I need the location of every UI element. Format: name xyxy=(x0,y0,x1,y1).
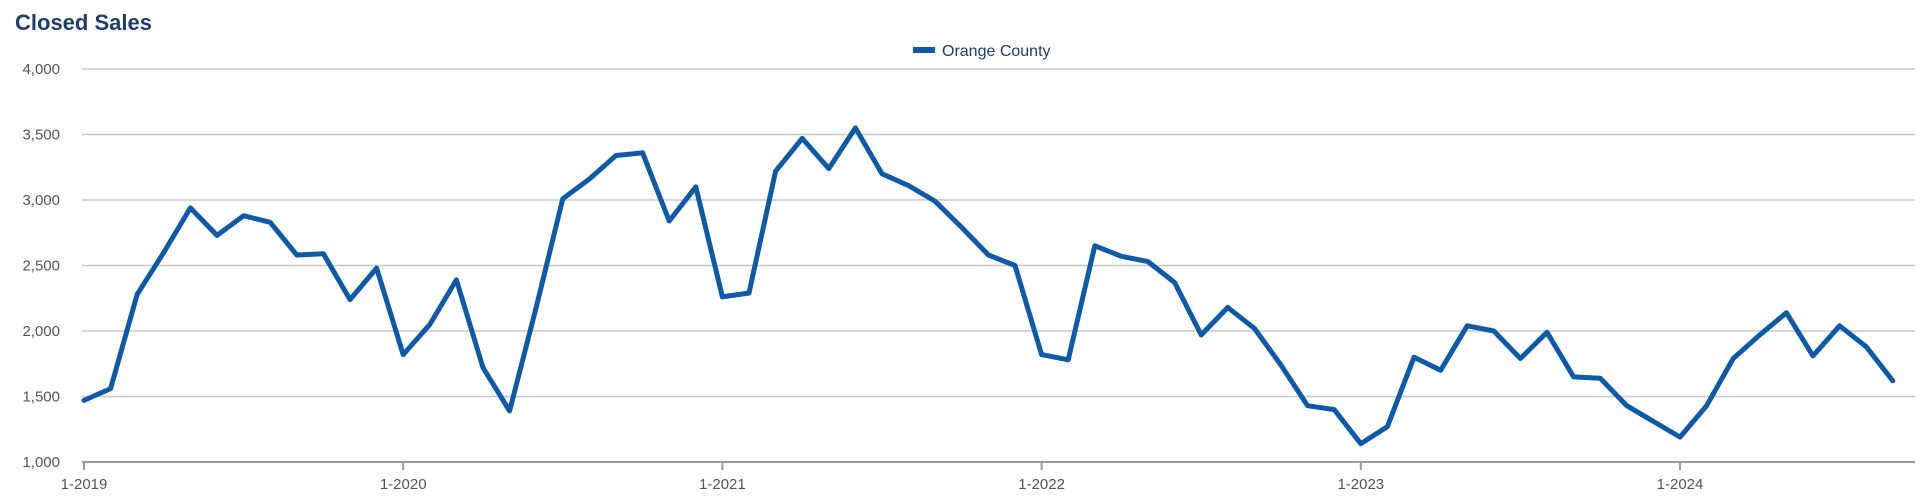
data-point[interactable] xyxy=(1381,421,1393,433)
chart-legend[interactable]: Orange County xyxy=(913,43,1051,60)
data-point[interactable] xyxy=(158,246,170,258)
data-point[interactable] xyxy=(184,202,196,214)
data-point[interactable] xyxy=(1514,353,1526,365)
data-point[interactable] xyxy=(1089,240,1101,252)
data-point[interactable] xyxy=(1594,372,1606,384)
data-point[interactable] xyxy=(1328,404,1340,416)
data-point[interactable] xyxy=(1169,277,1181,289)
y-axis-labels: 1,000 1,500 2,000 2,500 3,000 3,500 4,000 xyxy=(22,61,60,471)
data-point[interactable] xyxy=(1568,371,1580,383)
x-axis xyxy=(82,461,1915,470)
data-point[interactable] xyxy=(1754,329,1766,341)
data-point[interactable] xyxy=(1621,400,1633,412)
data-point[interactable] xyxy=(344,294,356,306)
y-tick-label: 1,000 xyxy=(22,454,60,471)
data-point[interactable] xyxy=(1541,326,1553,338)
data-point[interactable] xyxy=(876,168,888,180)
data-point[interactable] xyxy=(1248,322,1260,334)
legend-label-orange-county: Orange County xyxy=(942,43,1051,60)
data-point[interactable] xyxy=(770,165,782,177)
data-point[interactable] xyxy=(610,150,622,162)
data-point[interactable] xyxy=(557,193,569,205)
y-tick-label: 4,000 xyxy=(22,61,60,78)
data-point[interactable] xyxy=(238,210,250,222)
gridlines xyxy=(82,68,1915,398)
chart-title: Closed Sales xyxy=(15,10,152,35)
data-point[interactable] xyxy=(637,147,649,159)
data-point[interactable] xyxy=(1355,438,1367,450)
x-tick-label: 1-2024 xyxy=(1657,476,1704,493)
series-line-orange-county[interactable] xyxy=(81,125,1896,447)
data-point[interactable] xyxy=(291,249,303,261)
data-point[interactable] xyxy=(1142,256,1154,268)
data-point[interactable] xyxy=(583,173,595,185)
data-point[interactable] xyxy=(1408,351,1420,363)
x-tick-label: 1-2023 xyxy=(1337,476,1384,493)
data-point[interactable] xyxy=(1275,359,1287,371)
data-point[interactable] xyxy=(743,287,755,299)
data-point[interactable] xyxy=(1009,260,1021,272)
data-point[interactable] xyxy=(1780,307,1792,319)
data-point[interactable] xyxy=(264,216,276,228)
x-tick-label: 1-2022 xyxy=(1018,476,1065,493)
data-point[interactable] xyxy=(1115,250,1127,262)
data-point[interactable] xyxy=(1461,320,1473,332)
data-point[interactable] xyxy=(1222,301,1234,313)
data-point[interactable] xyxy=(1302,400,1314,412)
data-point[interactable] xyxy=(371,262,383,274)
x-tick-label: 1-2021 xyxy=(699,476,746,493)
data-point[interactable] xyxy=(317,248,329,260)
data-point[interactable] xyxy=(903,180,915,192)
y-tick-label: 3,000 xyxy=(22,192,60,209)
y-tick-label: 2,500 xyxy=(22,258,60,275)
data-point[interactable] xyxy=(78,394,90,406)
data-point[interactable] xyxy=(450,274,462,286)
data-point[interactable] xyxy=(211,229,223,241)
data-point[interactable] xyxy=(530,301,542,313)
y-tick-label: 1,500 xyxy=(22,389,60,406)
series-layer xyxy=(78,122,1899,450)
data-point[interactable] xyxy=(690,181,702,193)
data-point[interactable] xyxy=(397,349,409,361)
data-point[interactable] xyxy=(796,132,808,144)
data-point[interactable] xyxy=(1647,415,1659,427)
data-point[interactable] xyxy=(1674,431,1686,443)
data-point[interactable] xyxy=(982,249,994,261)
data-point[interactable] xyxy=(1701,400,1713,412)
data-point[interactable] xyxy=(1860,341,1872,353)
x-tick-label: 1-2020 xyxy=(380,476,427,493)
data-point[interactable] xyxy=(1727,353,1739,365)
y-tick-label: 3,500 xyxy=(22,127,60,144)
data-point[interactable] xyxy=(929,195,941,207)
data-point[interactable] xyxy=(663,215,675,227)
data-point[interactable] xyxy=(1062,354,1074,366)
data-point[interactable] xyxy=(1036,349,1048,361)
data-point[interactable] xyxy=(716,291,728,303)
data-point[interactable] xyxy=(1834,320,1846,332)
data-point[interactable] xyxy=(1195,329,1207,341)
data-point[interactable] xyxy=(849,122,861,134)
data-point[interactable] xyxy=(1435,364,1447,376)
data-point[interactable] xyxy=(105,383,117,395)
data-point[interactable] xyxy=(131,288,143,300)
data-point[interactable] xyxy=(424,319,436,331)
y-tick-label: 2,000 xyxy=(22,323,60,340)
data-point[interactable] xyxy=(956,222,968,234)
data-point[interactable] xyxy=(1887,375,1899,387)
data-point[interactable] xyxy=(1807,350,1819,362)
data-point[interactable] xyxy=(504,405,516,417)
data-point[interactable] xyxy=(1488,325,1500,337)
x-tick-label: 1-2019 xyxy=(61,476,108,493)
data-point[interactable] xyxy=(477,362,489,374)
x-axis-labels: 1-2019 1-2020 1-2021 1-2022 1-2023 1-2024 xyxy=(61,476,1704,493)
data-point[interactable] xyxy=(823,163,835,175)
